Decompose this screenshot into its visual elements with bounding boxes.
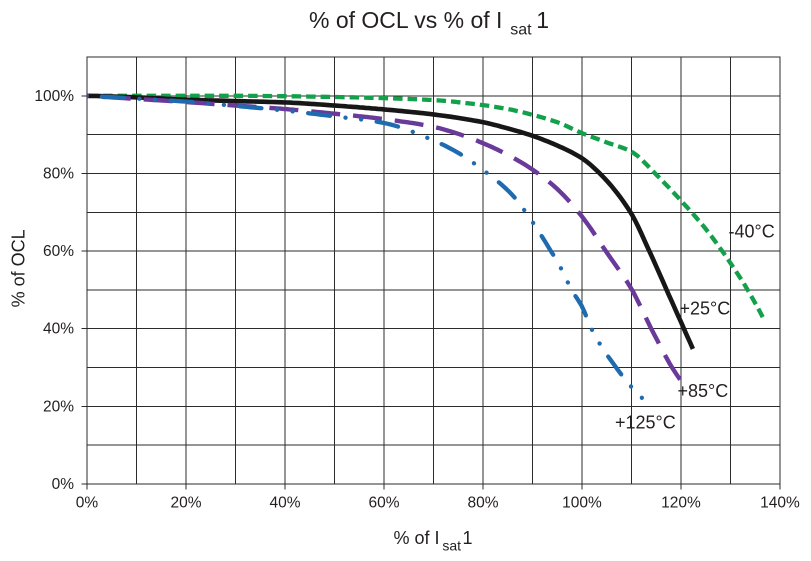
svg-text:20%: 20%: [43, 398, 74, 415]
svg-text:40%: 40%: [269, 495, 300, 512]
svg-text:0%: 0%: [52, 476, 75, 493]
svg-text:+125°C: +125°C: [615, 413, 676, 433]
svg-text:-40°C: -40°C: [729, 222, 775, 242]
svg-text:60%: 60%: [43, 243, 74, 260]
svg-text:80%: 80%: [467, 495, 498, 512]
svg-text:80%: 80%: [43, 166, 74, 183]
svg-text:20%: 20%: [170, 495, 201, 512]
svg-text:100%: 100%: [34, 88, 74, 105]
svg-text:+25°C: +25°C: [680, 299, 731, 319]
svg-text:120%: 120%: [661, 495, 701, 512]
svg-text:+85°C: +85°C: [678, 381, 729, 401]
svg-text:100%: 100%: [562, 495, 602, 512]
svg-text:0%: 0%: [76, 495, 99, 512]
svg-text:140%: 140%: [760, 495, 800, 512]
svg-text:% of OCL: % of OCL: [9, 229, 29, 307]
svg-text:40%: 40%: [43, 321, 74, 338]
svg-text:60%: 60%: [368, 495, 399, 512]
